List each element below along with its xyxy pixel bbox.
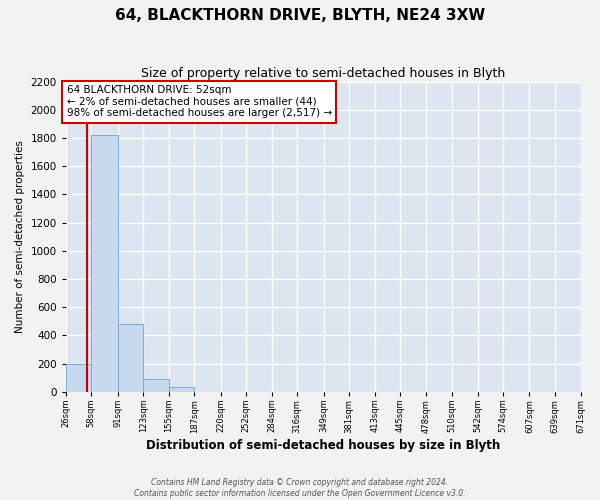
- Y-axis label: Number of semi-detached properties: Number of semi-detached properties: [15, 140, 25, 333]
- Bar: [169, 387, 194, 392]
- Bar: [143, 379, 169, 392]
- Bar: [91, 135, 118, 392]
- Bar: [118, 324, 143, 392]
- Bar: [66, 364, 91, 392]
- Text: 64 BLACKTHORN DRIVE: 52sqm
← 2% of semi-detached houses are smaller (44)
98% of : 64 BLACKTHORN DRIVE: 52sqm ← 2% of semi-…: [67, 85, 332, 118]
- X-axis label: Distribution of semi-detached houses by size in Blyth: Distribution of semi-detached houses by …: [146, 440, 500, 452]
- Text: 64, BLACKTHORN DRIVE, BLYTH, NE24 3XW: 64, BLACKTHORN DRIVE, BLYTH, NE24 3XW: [115, 8, 485, 22]
- Text: Contains HM Land Registry data © Crown copyright and database right 2024.
Contai: Contains HM Land Registry data © Crown c…: [134, 478, 466, 498]
- Title: Size of property relative to semi-detached houses in Blyth: Size of property relative to semi-detach…: [141, 68, 505, 80]
